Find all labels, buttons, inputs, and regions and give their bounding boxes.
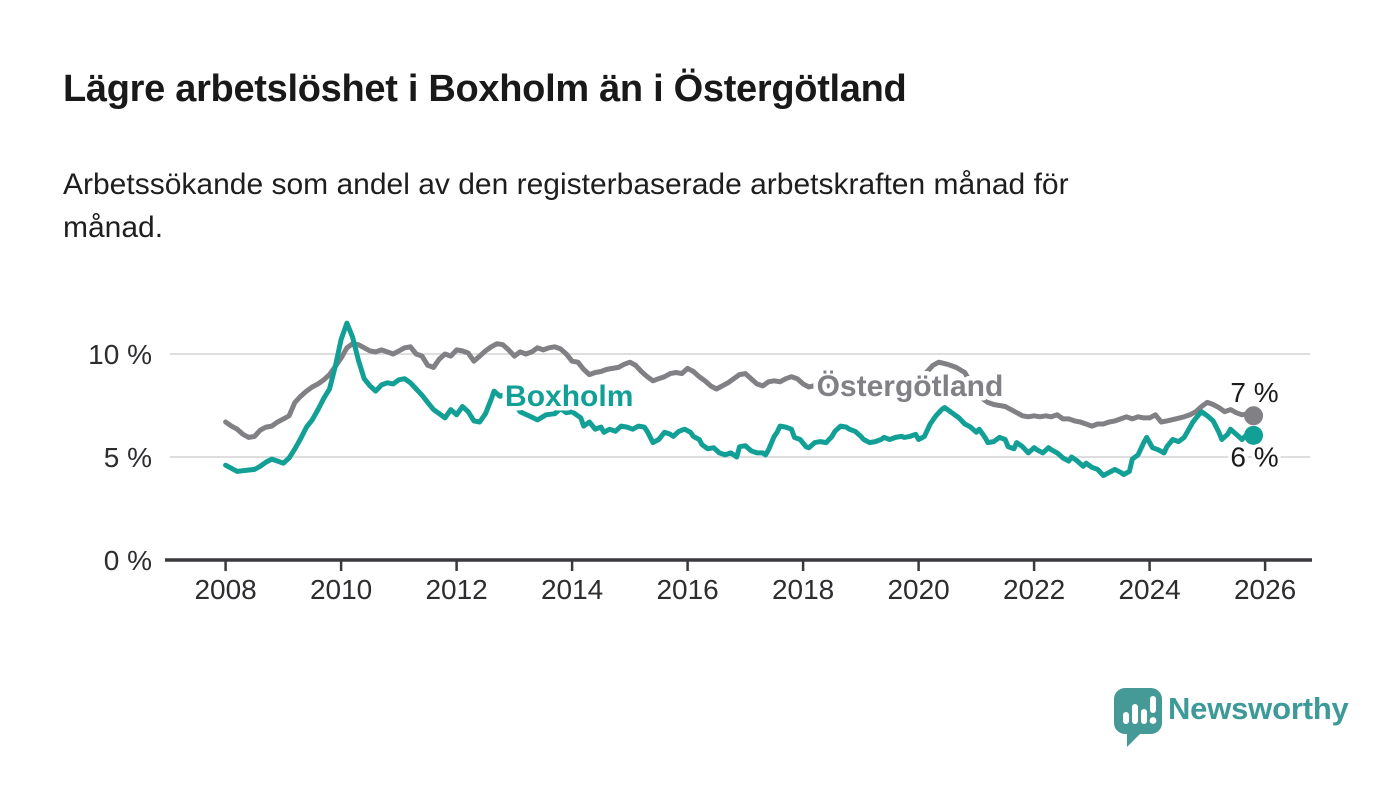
newsworthy-logo-icon	[1114, 688, 1162, 747]
bar-1	[1123, 712, 1129, 724]
series-line-boxholm	[223, 320, 1256, 478]
x-tick-label: 2022	[1003, 574, 1065, 605]
y-tick-label: 5 %	[104, 442, 152, 473]
subtitle-line-1: Arbetssökande som andel av den registerb…	[63, 168, 1069, 201]
bar-2	[1132, 704, 1138, 724]
series-label-östergötland: Östergötland	[817, 370, 1004, 403]
x-tick-label: 2014	[541, 574, 603, 605]
exclamation-dot	[1149, 717, 1157, 724]
page-title: Lägre arbetslöshet i Boxholm än i Österg…	[63, 68, 907, 110]
exclamation-stem	[1150, 696, 1156, 713]
series-label-boxholm: Boxholm	[505, 380, 633, 413]
y-tick-label: 10 %	[88, 339, 152, 370]
end-value-label-östergötland: 7 %	[1230, 377, 1278, 408]
brand-name: Newsworthy	[1168, 691, 1349, 726]
subtitle-line-2: månad.	[63, 210, 164, 244]
end-dot-boxholm	[1244, 425, 1264, 445]
end-dot-östergötland	[1244, 406, 1264, 426]
y-tick-label: 0 %	[104, 545, 152, 576]
bar-3	[1141, 709, 1147, 724]
end-value-label-boxholm: 6 %	[1230, 441, 1278, 472]
series-line-östergötland	[223, 341, 1256, 440]
x-tick-label: 2010	[310, 574, 372, 605]
x-tick-label: 2026	[1234, 574, 1296, 605]
x-tick-label: 2012	[425, 574, 487, 605]
x-tick-label: 2020	[887, 574, 949, 605]
x-tick-label: 2024	[1118, 574, 1180, 605]
x-tick-label: 2008	[194, 574, 256, 605]
x-tick-label: 2018	[772, 574, 834, 605]
chart-subtitle: Arbetssökande som andel av den registerb…	[63, 164, 1069, 249]
x-tick-label: 2016	[656, 574, 718, 605]
